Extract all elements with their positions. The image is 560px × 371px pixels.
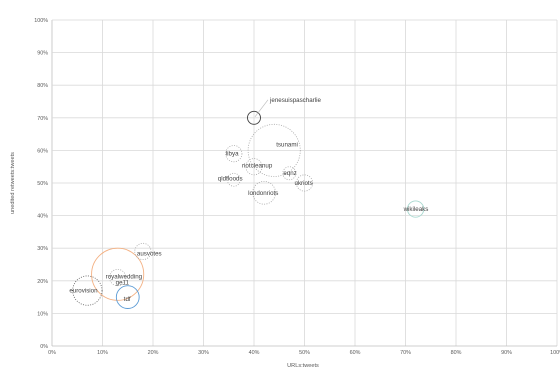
bubble-ge11 [91, 247, 145, 301]
y-axis-label: unedited retweets:tweets [10, 152, 16, 214]
tick-labels: 0% 10% 20% 30% 40% 50% 60% 70% 80% 90% 100% 0% 10% 20… [34, 18, 560, 356]
bubble-label-royalwedding: royalwedding [106, 274, 143, 281]
bubble-label-ukriots: ukriots [295, 180, 313, 187]
bubble-jenesuispascharlie [247, 110, 261, 125]
bubble-eqnz [282, 166, 297, 181]
y-tick-label: 80% [37, 83, 48, 89]
bubble-label-tdf: tdf [124, 296, 131, 303]
x-tick-label: 70% [400, 350, 411, 356]
y-tick-label: 50% [37, 181, 48, 187]
x-axis-label: URLs:tweets [287, 363, 319, 369]
bubble-label-libya: libya [226, 151, 239, 158]
bubble-tsunami [247, 123, 301, 177]
bubbles [72, 110, 425, 309]
bubble-libya [225, 145, 243, 163]
leader-line [254, 99, 269, 118]
bubble-labels: jenesuispascharlie tsunami libyariotcleanu… [69, 97, 428, 303]
bubble-label-tsunami: tsunami [276, 141, 298, 148]
bubble-ukriots [295, 174, 314, 192]
y-tick-label: 60% [37, 148, 48, 154]
gridlines [51, 19, 558, 347]
bubble-label-londonriots: londonriots [248, 190, 278, 197]
bubble-label-eurovision: eurovision [69, 288, 98, 295]
bubble-qldfloods [226, 172, 241, 187]
y-tick-label: 70% [37, 116, 48, 122]
x-tick-label: 80% [451, 350, 462, 356]
bubble-wikileaks [407, 200, 425, 218]
y-tick-label: 30% [37, 246, 48, 252]
y-tick-label: 10% [37, 311, 48, 317]
bubble-label-riotcleanup: riotcleanup [242, 163, 273, 170]
y-tick-label: 40% [37, 214, 48, 220]
y-tick-label: 100% [34, 18, 48, 24]
x-tick-label: 50% [299, 350, 310, 356]
bubble-eurovision [72, 275, 103, 306]
x-tick-label: 20% [148, 350, 159, 356]
y-tick-label: 0% [40, 344, 48, 350]
bubble-label-qldfloods: qldfloods [218, 176, 243, 183]
x-tick-label: 40% [249, 350, 260, 356]
bubble-label-jenesuispascharlie: jenesuispascharlie [269, 97, 321, 104]
x-tick-label: 90% [501, 350, 512, 356]
y-tick-label: 90% [37, 51, 48, 57]
y-tick-label: 20% [37, 279, 48, 285]
bubble-label-wikileaks: wikileaks [403, 206, 429, 213]
bubble-royalwedding [109, 268, 127, 287]
x-tick-label: 60% [350, 350, 361, 356]
bubble-ausvotes [134, 242, 152, 261]
bubble-label-eqnz: eqnz [283, 170, 296, 177]
x-tick-label: 30% [198, 350, 209, 356]
x-tick-label: 0% [48, 350, 56, 356]
bubble-riotcleanup [245, 158, 263, 176]
bubble-londonriots [252, 180, 276, 205]
bubble-tdf [115, 285, 140, 309]
x-tick-label: 100% [550, 350, 560, 356]
bubble-label-ge11: ge11 [116, 279, 130, 286]
bubble-label-ausvotes: ausvotes [137, 250, 162, 257]
x-tick-label: 10% [97, 350, 108, 356]
